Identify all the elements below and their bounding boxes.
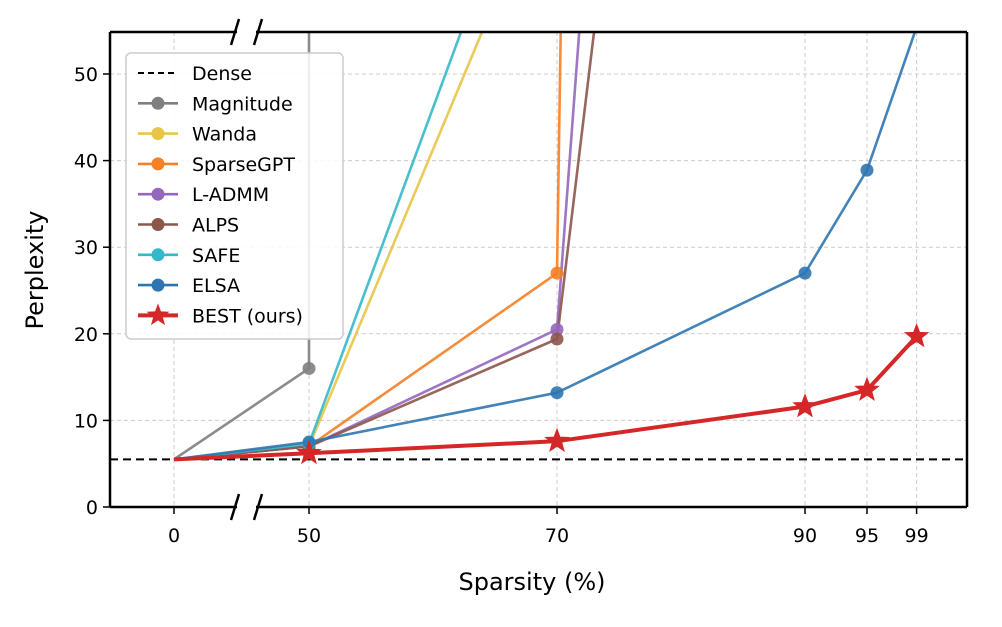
- data-point-l-admm: [550, 322, 564, 336]
- legend-marker-alps: [151, 218, 165, 231]
- x-tick-label: 90: [793, 525, 817, 547]
- x-tick-label: 95: [855, 525, 879, 547]
- series-layer: [173, 32, 919, 462]
- legend-label-magnitude: Magnitude: [192, 93, 293, 115]
- legend-marker-wanda: [151, 127, 165, 141]
- axis-break-mark: [229, 493, 241, 521]
- legend-label-dense: Dense: [192, 63, 252, 85]
- y-tick-label: 10: [74, 410, 98, 432]
- axis-break-mark: [252, 493, 264, 521]
- data-point-best-ours: [903, 322, 930, 348]
- legend-marker-elsa: [151, 278, 165, 292]
- y-tick-label: 30: [74, 237, 98, 259]
- data-point-elsa: [798, 266, 812, 280]
- x-tick-label: 0: [168, 525, 180, 547]
- legend-box: [125, 52, 344, 340]
- legend-marker-best-ours: [146, 303, 170, 326]
- x-tick-label: 99: [905, 525, 929, 547]
- legend-label-sparsegpt: SparseGPT: [192, 154, 295, 176]
- legend-label-elsa: ELSA: [192, 275, 240, 297]
- x-tick-label: 70: [545, 525, 569, 547]
- x-axis-label: Sparsity (%): [459, 568, 606, 596]
- legend-marker-safe: [151, 248, 165, 262]
- data-point-alps: [550, 332, 564, 346]
- axis-break-mark: [252, 18, 264, 46]
- legend-label-safe: SAFE: [192, 245, 240, 267]
- y-tick-label: 50: [74, 64, 98, 86]
- data-point-elsa: [860, 163, 874, 177]
- data-point-best-ours: [792, 393, 818, 418]
- series-line-elsa: [173, 32, 917, 461]
- legend-label-best-ours: BEST (ours): [192, 305, 303, 327]
- data-point-best-ours: [296, 439, 322, 465]
- legend: Dense Magnitude Wanda SparseGPT L-ADMM ALPS SA…: [125, 52, 344, 340]
- legend-label-l-admm: L-ADMM: [192, 184, 269, 206]
- y-axis-label: Perplexity: [21, 211, 49, 330]
- x-axis-ticks: 0 50 70 90 95 99: [168, 507, 929, 547]
- y-tick-label: 20: [74, 324, 98, 346]
- y-tick-label: 40: [74, 151, 98, 173]
- axis-break-mark: [229, 18, 241, 46]
- legend-marker-l-admm: [151, 187, 165, 201]
- data-point-magnitude: [302, 361, 316, 375]
- legend-marker-sparsegpt: [151, 157, 165, 171]
- x-tick-label: 50: [297, 525, 321, 547]
- data-point-best-ours: [544, 427, 570, 453]
- marker-layer: [296, 163, 930, 465]
- legend-marker-magnitude: [151, 96, 165, 110]
- data-point-best-ours: [854, 376, 880, 401]
- axis-break-gap: [237, 501, 256, 513]
- data-point-elsa: [550, 386, 564, 400]
- series-line-best-ours: [173, 335, 919, 462]
- axes-frame: [108, 18, 969, 521]
- legend-label-wanda: Wanda: [192, 124, 257, 146]
- legend-label-alps: ALPS: [192, 215, 239, 237]
- data-point-sparsegpt: [550, 266, 564, 280]
- axis-break-gap: [237, 26, 256, 38]
- y-tick-label: 0: [86, 497, 98, 519]
- y-axis-ticks: 0 10 20 30 40 50: [74, 64, 110, 519]
